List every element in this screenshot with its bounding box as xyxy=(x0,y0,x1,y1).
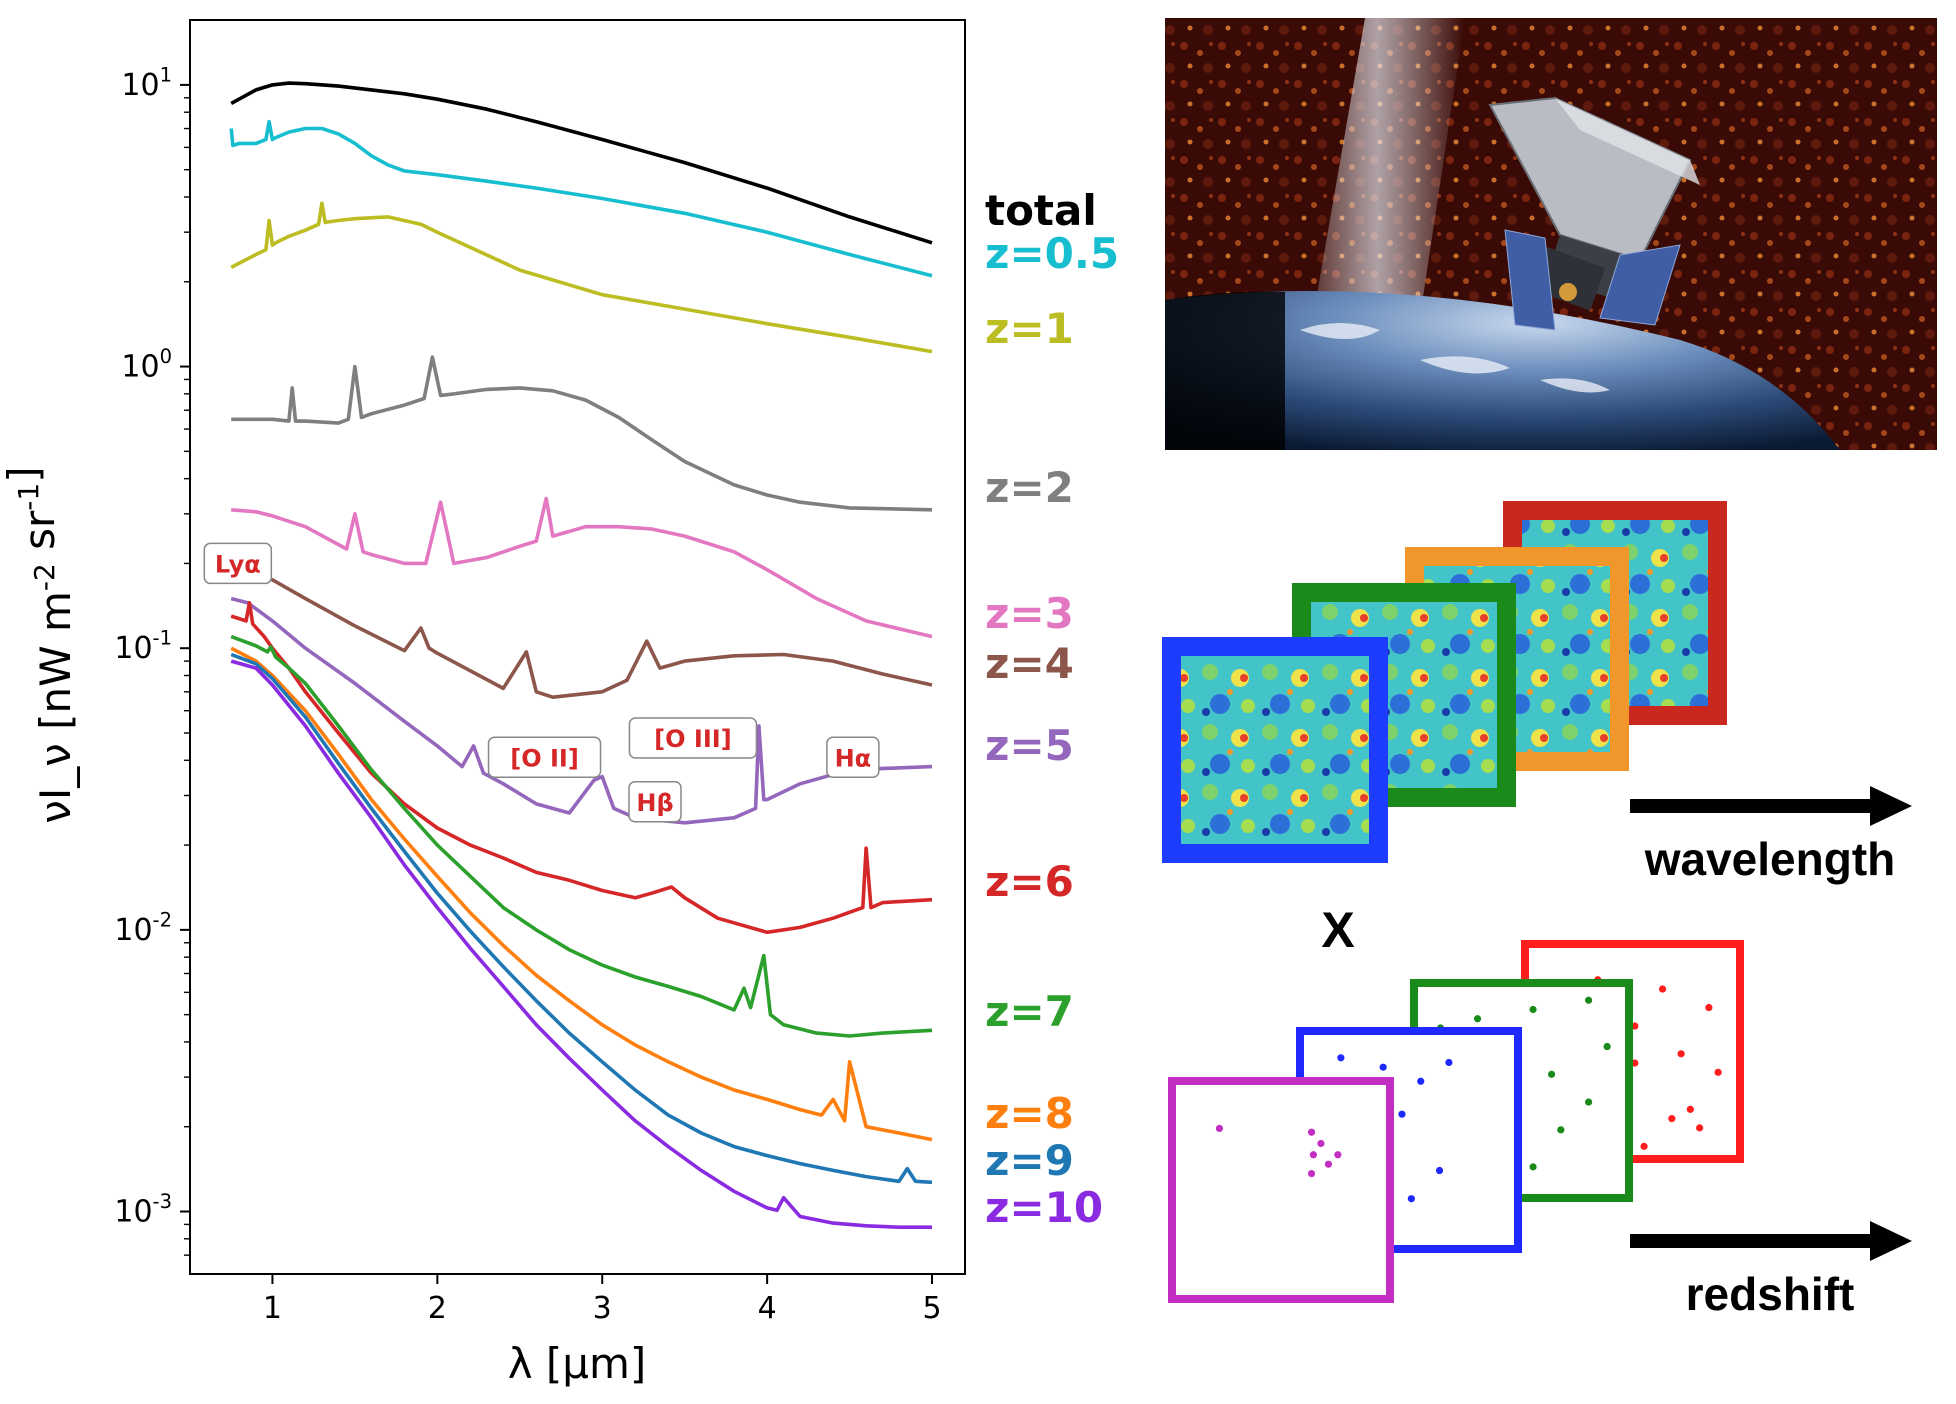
galaxy-point xyxy=(1640,1142,1648,1150)
annotation-box xyxy=(487,736,602,779)
galaxy-point xyxy=(1631,1022,1639,1030)
galaxy-point xyxy=(1317,1139,1325,1148)
galaxy-point xyxy=(1307,1169,1316,1178)
annotation-box xyxy=(203,542,273,585)
legend-label: z=2 xyxy=(985,463,1074,512)
galaxy-point xyxy=(1677,1050,1685,1058)
galaxy-point xyxy=(1557,1126,1565,1134)
legend-label: z=1 xyxy=(985,304,1074,353)
legend-label: z=8 xyxy=(985,1089,1074,1138)
galaxy-point xyxy=(1668,1115,1676,1123)
series-line-z-8 xyxy=(230,646,933,1142)
galaxy-point xyxy=(1705,1003,1713,1012)
galaxy-point xyxy=(1307,1128,1316,1136)
galaxy-point xyxy=(1417,1077,1425,1085)
galaxy-point xyxy=(1309,1151,1318,1159)
legend-label: z=9 xyxy=(985,1136,1074,1185)
galaxy-point xyxy=(1603,1042,1611,1051)
multiply-symbol: X xyxy=(1321,902,1354,958)
legend-label: z=5 xyxy=(985,721,1074,770)
y-axis: 101 100 10-1 10-2 10-3 xyxy=(114,63,190,1256)
galaxy-point xyxy=(1686,1105,1694,1113)
wavelength-label: wavelength xyxy=(1644,833,1896,885)
galaxy-point xyxy=(1529,1005,1537,1014)
annotation-box xyxy=(628,717,758,759)
galaxy-point xyxy=(1215,1124,1224,1133)
annotation-label: [O III] xyxy=(654,725,731,753)
galaxy-point xyxy=(1407,1195,1415,1203)
wavelength-arrow xyxy=(1630,786,1912,826)
galaxy-point xyxy=(1529,1163,1537,1171)
annotation-label: Hβ xyxy=(636,789,673,817)
galaxy-point xyxy=(1473,1015,1482,1023)
series-line-z-1 xyxy=(230,201,933,354)
y-tick-label: 10-3 xyxy=(114,1190,172,1230)
series-line-z-0-5 xyxy=(229,119,933,278)
legend-label: z=4 xyxy=(985,639,1074,688)
galaxy-point xyxy=(1398,1110,1406,1118)
series-line-z-7 xyxy=(230,634,933,1038)
x-tick-label: 5 xyxy=(922,1291,941,1326)
y-tick-label: 10-2 xyxy=(114,908,172,948)
galaxy-point xyxy=(1714,1068,1722,1076)
x-tick-label: 3 xyxy=(593,1291,612,1326)
series-line-z-2 xyxy=(231,355,933,512)
series-line-z-3 xyxy=(231,496,933,639)
legend-label: z=3 xyxy=(985,589,1074,638)
redshift-map-stack xyxy=(1168,940,1744,1303)
y-tick-label: 100 xyxy=(121,345,172,385)
galaxy-point xyxy=(1658,985,1667,993)
series-lines xyxy=(229,81,933,1229)
redshift-label: redshift xyxy=(1686,1268,1855,1320)
series-line-z-9 xyxy=(230,652,933,1185)
line-annotations: Lyα [O II] [O III] Hβ Hα xyxy=(203,542,880,823)
redshift-map-frame xyxy=(1168,1077,1394,1303)
wavelength-map-stack xyxy=(1162,501,1727,863)
legend-label: z=10 xyxy=(985,1183,1103,1232)
galaxy-point xyxy=(1631,1059,1639,1067)
x-axis: 1 2 3 4 5 xyxy=(263,1274,942,1326)
galaxy-point xyxy=(1379,1063,1387,1071)
galaxy-point xyxy=(1334,1151,1342,1159)
galaxy-point xyxy=(1696,1124,1704,1132)
galaxy-point xyxy=(1547,1070,1556,1078)
series-line-z-5 xyxy=(230,596,933,825)
galaxy-point xyxy=(1585,1098,1593,1106)
redshift-arrow xyxy=(1630,1221,1912,1261)
annotation-box xyxy=(628,781,682,823)
series-line-total xyxy=(230,81,933,245)
x-tick-label: 2 xyxy=(428,1291,447,1326)
annotation-label: [O II] xyxy=(510,744,579,772)
galaxy-point xyxy=(1445,1058,1453,1067)
y-tick-label: 10-1 xyxy=(114,627,172,667)
annotation-label: Lyα xyxy=(215,550,261,578)
series-line-z-4 xyxy=(230,561,933,700)
galaxy-point xyxy=(1585,996,1593,1004)
x-tick-label: 4 xyxy=(758,1291,777,1326)
legend-label: z=6 xyxy=(985,857,1074,906)
x-tick-label: 1 xyxy=(263,1291,282,1326)
series-line-z-10 xyxy=(230,659,932,1229)
legend-label: z=7 xyxy=(985,987,1074,1036)
annotation-label: Hα xyxy=(835,744,872,772)
galaxy-point xyxy=(1435,1166,1444,1175)
spacecraft-illustration xyxy=(1165,18,1937,450)
y-axis-label: νI_ν [nW m-2 sr-1] xyxy=(0,466,80,823)
x-axis-label: λ [μm] xyxy=(508,1339,647,1388)
galaxy-point xyxy=(1337,1054,1345,1062)
legend-label: z=0.5 xyxy=(985,229,1119,278)
annotation-box xyxy=(826,736,880,779)
galaxy-point xyxy=(1324,1160,1333,1168)
legend-label: total xyxy=(985,186,1097,235)
y-tick-label: 101 xyxy=(121,63,172,103)
